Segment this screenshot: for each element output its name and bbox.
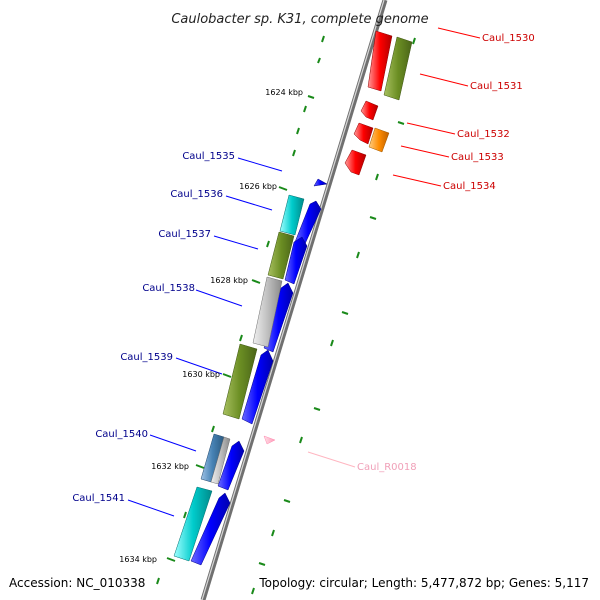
tick-mark [397,121,405,125]
tick-mark [369,216,377,220]
tick-mark [296,127,300,135]
forward-strand-genes [190,178,328,566]
tick-mark [266,240,270,248]
outer-tick-marks [251,37,416,595]
gene-caul-1541[interactable] [173,486,213,562]
kbp-label: 1624 kbp [265,88,303,97]
gene-label-caul-1534[interactable]: Caul_1534 [443,181,496,192]
tick-mark [239,334,243,342]
tick-mark [330,339,334,347]
gene-caul-1537[interactable] [267,231,295,280]
tick-mark [317,57,321,64]
kbp-labels: 1624 kbp 1626 kbp 1628 kbp 1630 kbp 1632… [119,88,303,564]
gene-caul-1540-b[interactable] [210,436,231,485]
kbp-label: 1632 kbp [151,462,189,471]
tick-mark [195,464,205,469]
gene-label-caul-1532[interactable]: Caul_1532 [457,129,510,140]
gene-caul-r0018-arrow[interactable] [263,435,276,445]
cog-genes [173,194,305,562]
tick-mark [375,173,379,181]
gene-arrow[interactable] [241,349,274,425]
tick-mark [222,373,232,378]
tick-mark [271,529,275,537]
gene-caul-1532-b[interactable] [353,122,374,145]
gene-arrow[interactable] [313,178,328,187]
tick-mark [313,407,321,411]
gene-label-caul-1530[interactable]: Caul_1530 [482,33,535,44]
tick-mark [251,587,255,595]
reverse-strand-genes [344,30,413,176]
tick-mark [412,37,416,45]
tick-mark [307,95,315,99]
kbp-label: 1630 kbp [182,370,220,379]
backbone [200,0,388,600]
accession-text: Accession: NC_010338 [9,576,145,590]
tick-mark [292,149,296,157]
gene-label-caul-1538[interactable]: Caul_1538 [142,283,195,294]
gene-caul-1531[interactable] [383,36,413,101]
tick-mark [321,35,325,43]
left-gene-labels: Caul_1535 Caul_1536 Caul_1537 Caul_1538 … [72,151,235,504]
gene-arrow[interactable] [284,236,308,285]
map-title: Caulobacter sp. K31, complete genome [171,12,428,27]
gene-caul-1539[interactable] [222,343,258,420]
tick-mark [166,557,176,562]
kbp-label: 1634 kbp [119,555,157,564]
gene-arrow[interactable] [217,440,245,491]
gene-caul-1536[interactable] [279,194,305,236]
tick-mark [211,425,215,433]
gene-label-caul-1535[interactable]: Caul_1535 [182,151,235,162]
kbp-label: 1626 kbp [239,182,277,191]
gene-caul-1538[interactable] [252,276,283,348]
topology-text: Topology: circular; Length: 5,477,872 bp… [258,576,589,590]
gene-label-caul-1541[interactable]: Caul_1541 [72,493,125,504]
gene-label-caul-1539[interactable]: Caul_1539 [120,352,173,363]
gene-caul-1534[interactable] [344,149,367,176]
tick-mark [183,511,187,519]
gene-caul-1530[interactable] [367,30,393,92]
tick-mark [283,499,291,503]
right-gene-labels: Caul_1530 Caul_1531 Caul_1532 Caul_1533 … [357,33,535,473]
tick-mark [299,436,303,444]
gene-label-caul-1533[interactable]: Caul_1533 [451,152,504,163]
left-leaders [127,157,283,517]
gene-label-caul-1531[interactable]: Caul_1531 [470,81,523,92]
tick-mark [278,186,288,191]
tick-mark [341,311,349,315]
tick-mark [303,105,307,113]
inner-tick-marks [156,35,325,585]
gene-label-caul-1537[interactable]: Caul_1537 [158,229,211,240]
right-leaders [307,27,481,468]
gene-arrow[interactable] [294,200,322,247]
tick-mark [156,577,160,585]
gene-caul-1533[interactable] [368,127,390,153]
tick-mark [258,562,266,566]
gene-arrow[interactable] [190,492,231,566]
gene-label-caul-1540[interactable]: Caul_1540 [95,429,148,440]
tick-mark [251,279,261,284]
gene-label-caul-r0018[interactable]: Caul_R0018 [357,462,417,473]
kbp-label: 1628 kbp [210,276,248,285]
tick-mark [356,251,360,259]
gene-label-caul-1536[interactable]: Caul_1536 [170,189,223,200]
gene-caul-1532-a[interactable] [360,100,379,121]
